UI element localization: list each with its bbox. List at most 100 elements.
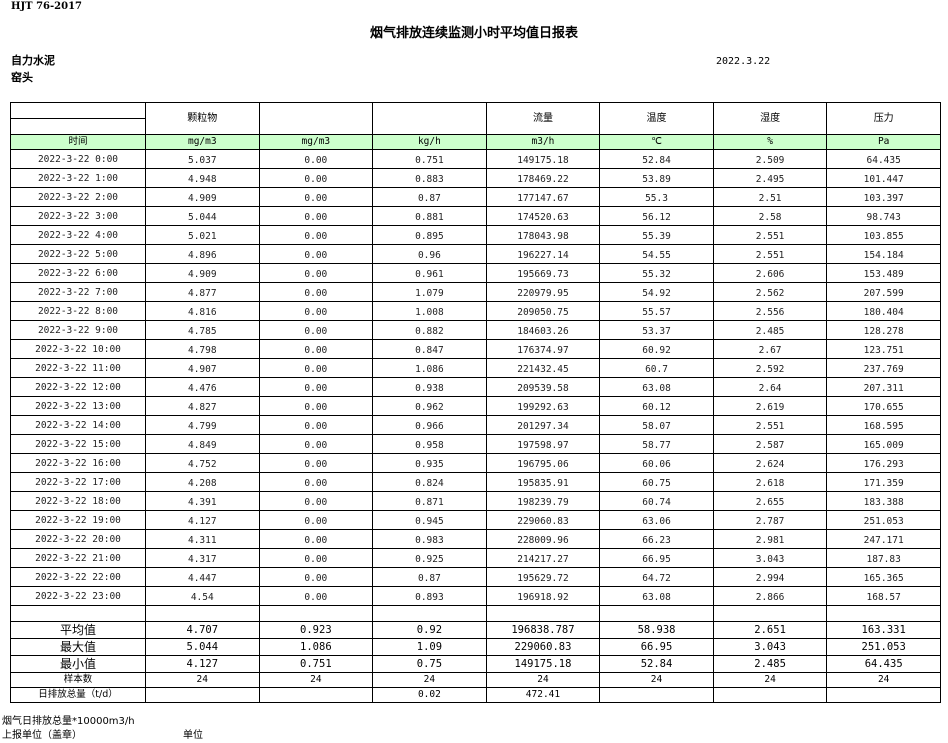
daily-total-value (258, 687, 374, 703)
value-cell: 0.00 (258, 263, 374, 283)
time-cell: 2022-3-22 0:00 (10, 149, 146, 169)
value-cell: 60.06 (599, 453, 714, 473)
time-cell: 2022-3-22 16:00 (10, 453, 146, 473)
time-cell: 2022-3-22 13:00 (10, 396, 146, 416)
value-cell: 2.866 (712, 586, 828, 606)
time-cell: 2022-3-22 4:00 (10, 225, 146, 245)
value-cell: 54.92 (599, 282, 714, 302)
time-cell: 2022-3-22 18:00 (10, 491, 146, 511)
value-cell: 2.994 (712, 567, 828, 587)
value-cell: 171.359 (826, 472, 941, 492)
table-row: 2022-3-22 23:00 4.54 0.00 0.893 196918.92 63.… (10, 586, 941, 606)
time-header: 时间 (10, 134, 146, 150)
value-cell: 1.008 (372, 301, 487, 321)
time-cell: 2022-3-22 7:00 (10, 282, 146, 302)
sample-count-value: 24 (372, 672, 487, 688)
value-cell: 237.769 (826, 358, 941, 378)
value-cell: 4.447 (145, 567, 260, 587)
value-cell: 201297.34 (485, 415, 601, 435)
value-cell: 178469.22 (485, 168, 601, 188)
stat-value: 5.044 (145, 638, 260, 656)
value-cell: 5.044 (145, 206, 260, 226)
table-row: 2022-3-22 7:00 4.877 0.00 1.079 220979.95 54.… (10, 282, 941, 302)
stat-row: 最小值 4.127 0.751 0.75 149175.18 52.84 2.485 64.4… (10, 655, 941, 673)
stat-value: 0.92 (372, 621, 487, 639)
value-cell: 177147.67 (485, 187, 601, 207)
sample-count-value: 24 (826, 672, 941, 688)
value-cell: 0.935 (372, 453, 487, 473)
value-cell: 214217.27 (485, 548, 601, 568)
value-cell: 0.96 (372, 244, 487, 264)
value-cell: 221432.45 (485, 358, 601, 378)
empty-cell (485, 605, 601, 622)
value-cell: 220979.95 (485, 282, 601, 302)
stat-value: 4.127 (145, 655, 260, 673)
empty-cell (10, 605, 146, 622)
daily-total-value: 472.41 (485, 687, 601, 703)
value-cell: 60.7 (599, 358, 714, 378)
value-cell: 0.00 (258, 510, 374, 530)
time-cell: 2022-3-22 6:00 (10, 263, 146, 283)
value-cell: 5.021 (145, 225, 260, 245)
header-param (372, 102, 487, 135)
value-cell: 66.23 (599, 529, 714, 549)
value-cell: 4.909 (145, 187, 260, 207)
table-row: 2022-3-22 1:00 4.948 0.00 0.883 178469.22 53.… (10, 168, 941, 188)
value-cell: 4.948 (145, 168, 260, 188)
stat-label: 平均值 (10, 621, 146, 639)
report-table: 颗粒物 流量 温度 湿度 压力 时间 mg/m3 mg/m3 kg/h m3/h ℃% Pa 2022-… (10, 102, 941, 703)
value-cell: 184603.26 (485, 320, 601, 340)
value-cell: 128.278 (826, 320, 941, 340)
value-cell: 2.58 (712, 206, 828, 226)
table-row: 2022-3-22 0:00 5.037 0.00 0.751 149175.18 52.… (10, 149, 941, 169)
table-row: 2022-3-22 20:00 4.311 0.00 0.983 228009.96 66… (10, 529, 941, 549)
value-cell: 0.871 (372, 491, 487, 511)
header-param: 湿度 (712, 102, 828, 135)
value-cell: 2.606 (712, 263, 828, 283)
report-unit-label: 上报单位（盖章） (2, 730, 82, 741)
time-cell: 2022-3-22 5:00 (10, 244, 146, 264)
value-cell: 195629.72 (485, 567, 601, 587)
value-cell: 247.171 (826, 529, 941, 549)
header-param: 压力 (826, 102, 941, 135)
value-cell: 0.00 (258, 206, 374, 226)
value-cell: 63.08 (599, 586, 714, 606)
table-row: 2022-3-22 9:00 4.785 0.00 0.882 184603.26 53.… (10, 320, 941, 340)
value-cell: 2.655 (712, 491, 828, 511)
value-cell: 2.624 (712, 453, 828, 473)
value-cell: 4.785 (145, 320, 260, 340)
unit-row: 时间 mg/m3 mg/m3 kg/h m3/h ℃% Pa (10, 134, 941, 150)
value-cell: 0.00 (258, 320, 374, 340)
time-cell: 2022-3-22 3:00 (10, 206, 146, 226)
stat-label: 最大值 (10, 638, 146, 656)
stat-value: 58.938 (599, 621, 714, 639)
value-cell: 178043.98 (485, 225, 601, 245)
empty-cell (145, 605, 260, 622)
table-row: 2022-3-22 16:00 4.752 0.00 0.935 196795.06 60… (10, 453, 941, 473)
report-title: 烟气排放连续监测小时平均值日报表 (369, 26, 578, 41)
time-cell: 2022-3-22 20:00 (10, 529, 146, 549)
value-cell: 0.958 (372, 434, 487, 454)
time-cell: 2022-3-22 23:00 (10, 586, 146, 606)
value-cell: 209539.58 (485, 377, 601, 397)
time-cell: 2022-3-22 9:00 (10, 320, 146, 340)
empty-cell (258, 605, 374, 622)
value-cell: 4.849 (145, 434, 260, 454)
value-cell: 103.397 (826, 187, 941, 207)
value-cell: 251.053 (826, 510, 941, 530)
standard-code: HJT 76-2017 (11, 1, 83, 12)
table-row: 2022-3-22 22:00 4.447 0.00 0.87 195629.72 64.… (10, 567, 941, 587)
stat-row: 最大值 5.044 1.086 1.09 229060.83 66.95 3.043 251.… (10, 638, 941, 656)
unit-cell: Pa (826, 134, 941, 150)
sample-count-value: 24 (258, 672, 374, 688)
value-cell: 55.3 (599, 187, 714, 207)
value-cell: 53.37 (599, 320, 714, 340)
value-cell: 0.00 (258, 472, 374, 492)
value-cell: 0.882 (372, 320, 487, 340)
value-cell: 0.883 (372, 168, 487, 188)
value-cell: 2.619 (712, 396, 828, 416)
value-cell: 4.907 (145, 358, 260, 378)
value-cell: 0.881 (372, 206, 487, 226)
unit-cell: ℃ (599, 134, 714, 150)
value-cell: 103.855 (826, 225, 941, 245)
